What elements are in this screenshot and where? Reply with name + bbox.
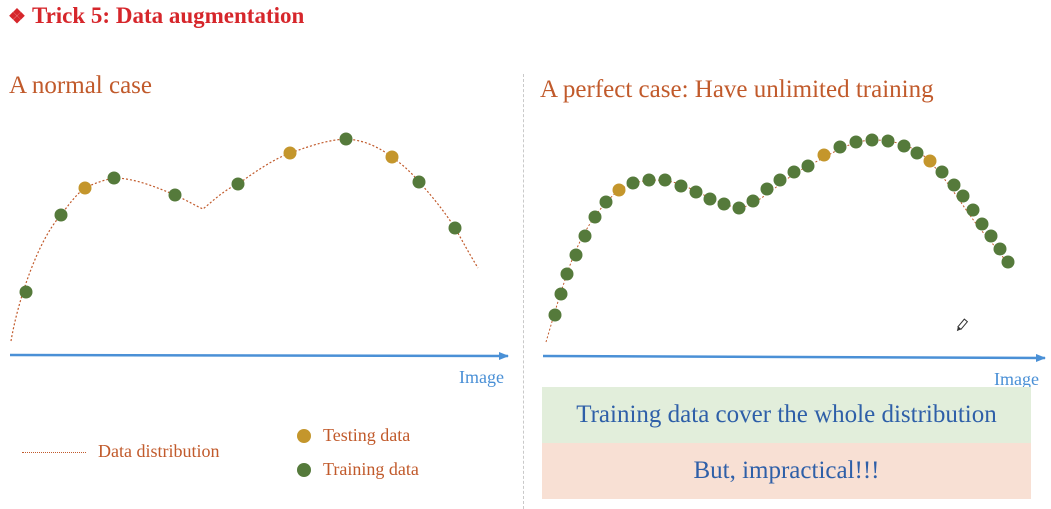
- right-training-point-2: [560, 267, 574, 281]
- right-training-point-13: [703, 192, 717, 206]
- impractical-callout: But, impractical!!!: [542, 443, 1031, 499]
- right-training-point-30: [947, 178, 961, 192]
- right-training-point-36: [1001, 255, 1015, 269]
- right-image-axis: [542, 353, 1046, 362]
- legend-training-label: Training data: [323, 459, 419, 479]
- coverage-callout: Training data cover the whole distributi…: [542, 387, 1031, 443]
- right-training-point-8: [626, 176, 640, 190]
- pen-cursor-icon: [956, 318, 969, 332]
- left-training-point-5: [231, 177, 245, 191]
- right-training-point-22: [833, 140, 847, 154]
- right-training-point-26: [897, 139, 911, 153]
- right-training-point-29: [935, 165, 949, 179]
- left-testing-point-2: [78, 181, 92, 195]
- right-testing-point-28: [923, 154, 937, 168]
- right-panel-heading: A perfect case: Have unlimited training: [540, 76, 934, 103]
- right-training-point-32: [966, 203, 980, 217]
- diamond-bullet-icon: ❖: [8, 6, 26, 28]
- right-training-point-3: [569, 248, 583, 262]
- right-training-point-34: [984, 229, 998, 243]
- slide-title: ❖ Trick 5: Data augmentation: [8, 3, 304, 29]
- legend-distribution-label: Data distribution: [98, 441, 220, 461]
- right-training-point-31: [956, 189, 970, 203]
- left-training-point-4: [168, 188, 182, 202]
- right-training-point-14: [717, 197, 731, 211]
- right-training-point-23: [849, 135, 863, 149]
- right-training-point-11: [674, 179, 688, 193]
- right-training-point-16: [746, 194, 760, 208]
- left-testing-point-8: [385, 150, 399, 164]
- right-training-point-27: [910, 146, 924, 160]
- slide-title-text: Trick 5: Data augmentation: [31, 3, 305, 28]
- right-training-point-33: [975, 217, 989, 231]
- right-training-point-18: [773, 173, 787, 187]
- right-testing-point-7: [612, 183, 626, 197]
- right-training-point-10: [658, 173, 672, 187]
- right-training-point-12: [689, 185, 703, 199]
- right-training-point-0: [548, 308, 562, 322]
- right-training-point-1: [554, 287, 568, 301]
- left-distribution-curve: [10, 138, 479, 342]
- left-image-axis: [9, 351, 509, 360]
- left-training-point-3: [107, 171, 121, 185]
- right-data-points: [548, 133, 1015, 322]
- legend-testing-dot: [297, 429, 311, 443]
- legend-distribution-line: [22, 452, 86, 453]
- left-training-point-9: [412, 175, 426, 189]
- right-training-point-17: [760, 182, 774, 196]
- left-testing-point-6: [283, 146, 297, 160]
- left-training-point-10: [448, 221, 462, 235]
- right-training-point-6: [599, 195, 613, 209]
- left-training-point-7: [339, 132, 353, 146]
- left-training-point-0: [19, 285, 33, 299]
- legend-testing-label: Testing data: [323, 425, 411, 445]
- right-training-point-4: [578, 229, 592, 243]
- right-training-point-15: [732, 201, 746, 215]
- panel-divider: [523, 74, 524, 509]
- right-training-point-5: [588, 210, 602, 224]
- right-training-point-19: [787, 165, 801, 179]
- left-panel-heading: A normal case: [9, 72, 153, 99]
- right-training-point-24: [865, 133, 879, 147]
- right-axis-label: Image: [994, 369, 1039, 389]
- right-training-point-20: [801, 159, 815, 173]
- left-axis-label: Image: [459, 367, 504, 387]
- legend-training-dot: [297, 463, 311, 477]
- right-training-point-35: [993, 242, 1007, 256]
- right-training-point-9: [642, 173, 656, 187]
- left-data-points: [19, 132, 462, 299]
- right-testing-point-21: [817, 148, 831, 162]
- right-training-point-25: [881, 134, 895, 148]
- left-training-point-1: [54, 208, 68, 222]
